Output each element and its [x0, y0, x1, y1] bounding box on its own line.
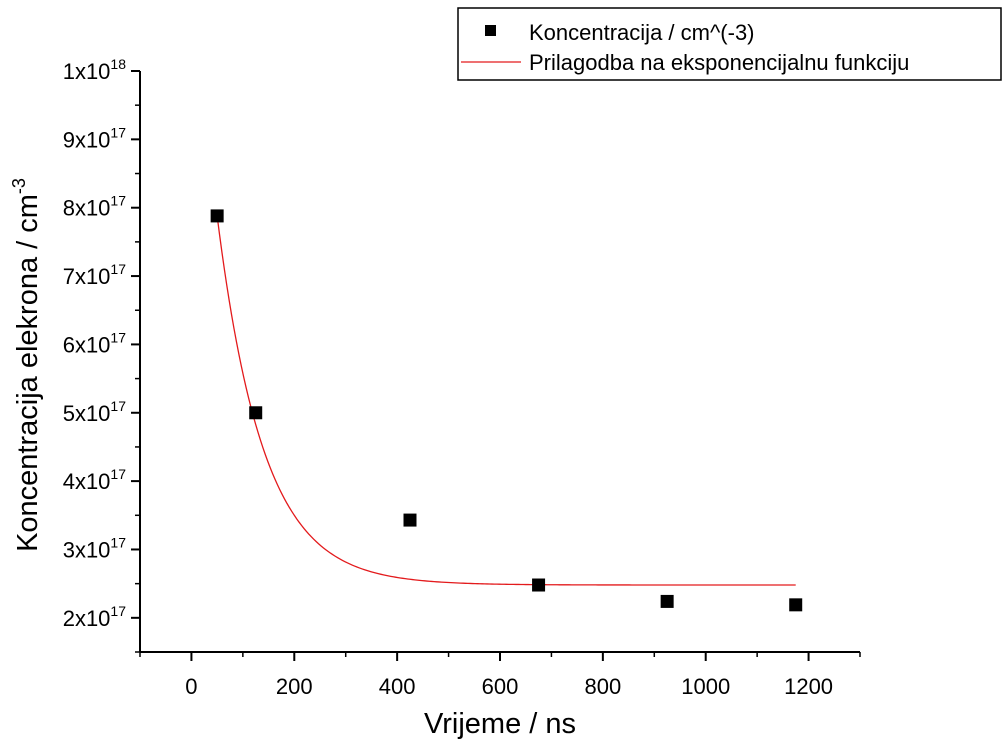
- x-tick-label: 400: [379, 674, 416, 699]
- x-tick-label: 800: [584, 674, 621, 699]
- data-point: [532, 578, 546, 592]
- y-tick-label: 6x1017: [63, 329, 127, 357]
- legend-label-line: Prilagodba na eksponencijalnu funkciju: [529, 50, 909, 75]
- y-tick-label: 8x1017: [63, 193, 127, 221]
- x-ticks: 0 200 400 600 800 1000 1200: [139, 652, 861, 699]
- x-tick-label: 1200: [784, 674, 833, 699]
- axes: [139, 71, 860, 653]
- fit-curve: [216, 215, 796, 586]
- fit-curve-group: [216, 215, 796, 586]
- legend-marker-scatter: [485, 25, 496, 36]
- data-point: [210, 209, 224, 223]
- x-tick-label: 600: [482, 674, 519, 699]
- legend-box: [457, 7, 1002, 81]
- data-point: [660, 594, 674, 608]
- data-points: [210, 209, 803, 612]
- x-axis-title: Vrijeme / ns: [424, 708, 576, 740]
- y-axis-title-text: Koncentracija elekrona / cm: [12, 194, 44, 552]
- y-tick-label: 2x1017: [63, 603, 127, 631]
- data-point: [249, 406, 263, 420]
- y-tick-label: 3x1017: [63, 534, 127, 562]
- y-tick-label: 1x1018: [63, 56, 127, 84]
- y-ticks: 2x1017 3x1017 4x1017 5x1017 6x1017 7x1017 8x10…: [63, 56, 140, 653]
- y-axis-title: Koncentracija elekrona / cm-3: [9, 178, 44, 552]
- data-point: [789, 598, 803, 612]
- y-tick-label: 7x1017: [63, 261, 127, 289]
- y-axis-title-superscript: -3: [9, 178, 29, 194]
- x-tick-label: 0: [185, 674, 197, 699]
- legend-label-scatter: Koncentracija / cm^(-3): [529, 20, 755, 45]
- x-tick-label: 1000: [681, 674, 730, 699]
- x-tick-label: 200: [276, 674, 313, 699]
- y-tick-label: 9x1017: [63, 124, 127, 152]
- y-tick-label: 4x1017: [63, 466, 127, 494]
- y-tick-label: 5x1017: [63, 398, 127, 426]
- data-point: [403, 513, 417, 527]
- legend: Koncentracija / cm^(-3) Prilagodba na ek…: [457, 7, 1002, 81]
